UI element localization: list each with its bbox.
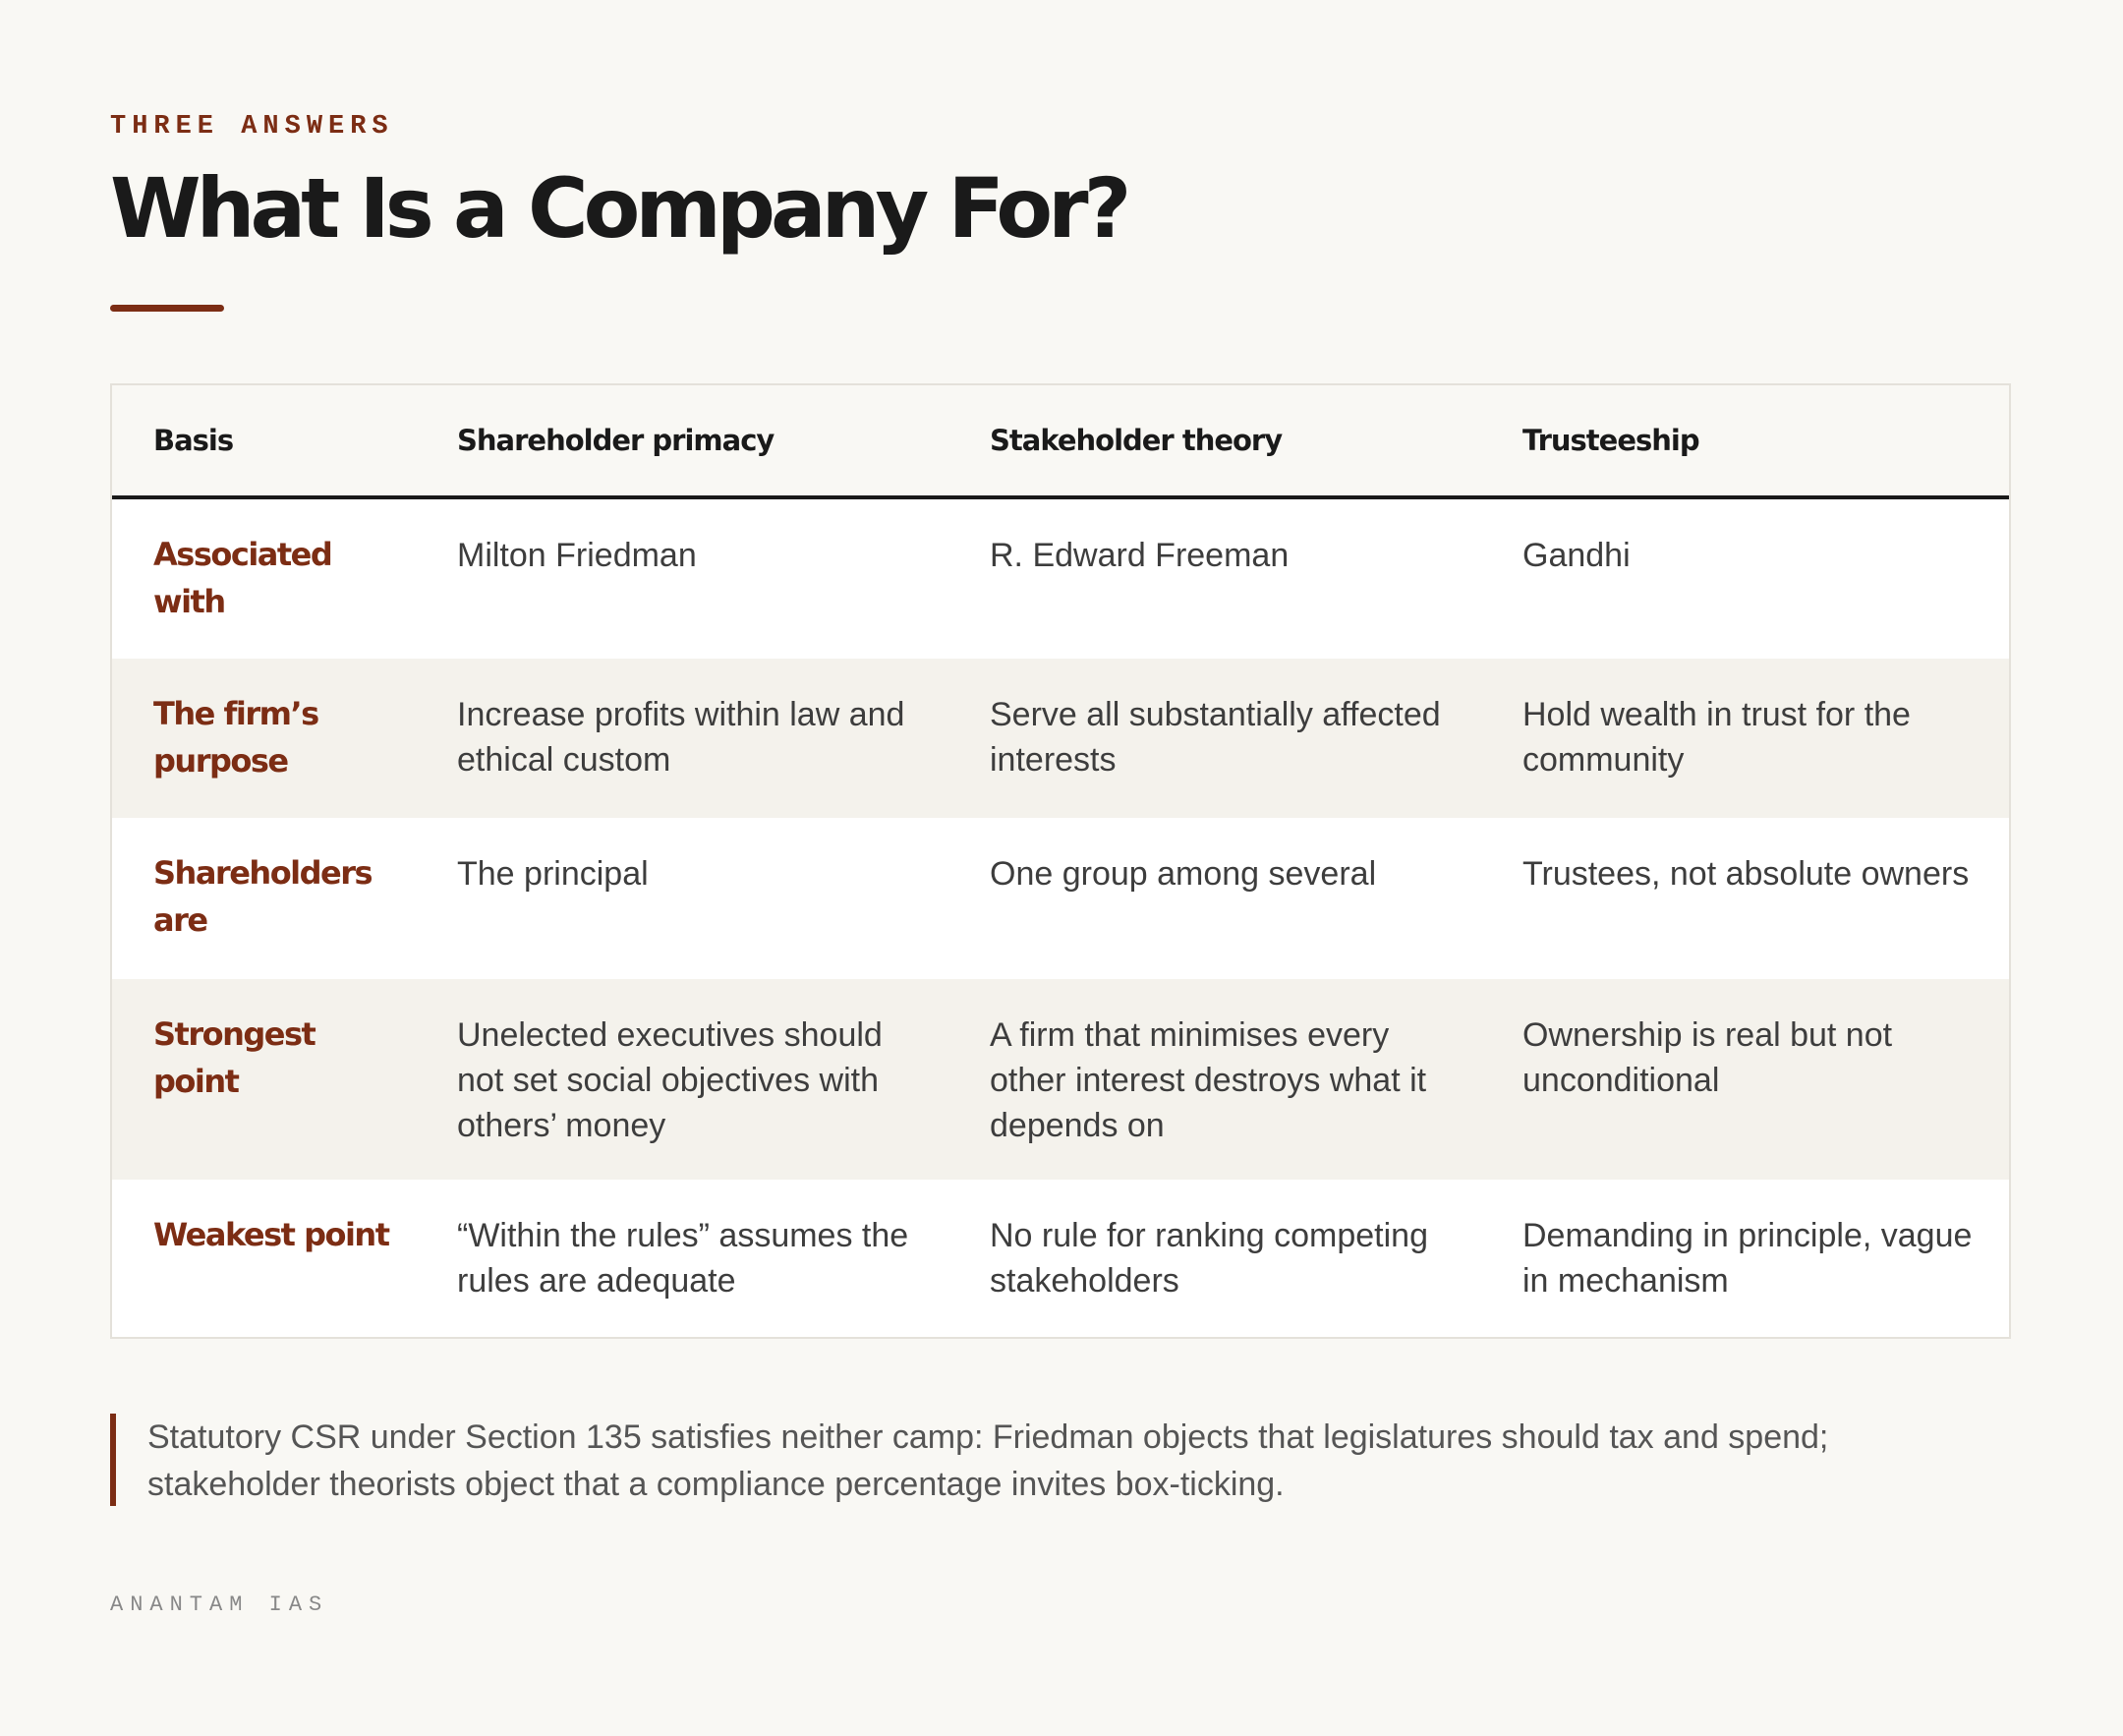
- table-cell: Demanding in principle, vague in mechani…: [1522, 1217, 1973, 1300]
- table-cell: Serve all substantially affected interes…: [990, 696, 1441, 779]
- table-cell: “Within the rules” assumes the rules are…: [457, 1217, 909, 1300]
- page-title: What Is a Company For?: [110, 160, 1131, 257]
- eyebrow-label: THREE ANSWERS: [110, 112, 394, 142]
- table-cell: Gandhi: [1522, 537, 1631, 574]
- row-basis-label: The firm’s purpose: [153, 695, 319, 780]
- table-cell: R. Edward Freeman: [990, 537, 1290, 574]
- footer-brand: ANANTAM IAS: [110, 1592, 329, 1617]
- column-header-basis: Basis: [112, 385, 416, 499]
- table-row: Strongest point Unelected executives sho…: [112, 979, 2009, 1180]
- column-header-shareholder-primacy: Shareholder primacy: [416, 385, 948, 499]
- row-basis-label: Shareholders are: [153, 854, 373, 939]
- table-cell: Hold wealth in trust for the community: [1522, 696, 1911, 779]
- table-cell: No rule for ranking competing stakeholde…: [990, 1217, 1429, 1300]
- table-cell: One group among several: [990, 855, 1377, 893]
- table-cell: Increase profits within law and ethical …: [457, 696, 905, 779]
- row-basis-label: Weakest point: [153, 1216, 390, 1253]
- table-cell: Unelected executives should not set soci…: [457, 1016, 883, 1144]
- table-row: Weakest point “Within the rules” assumes…: [112, 1180, 2009, 1337]
- table-row: Shareholders are The principal One group…: [112, 818, 2009, 979]
- table-row: Associated with Milton Friedman R. Edwar…: [112, 497, 2009, 659]
- table-header-row: Basis Shareholder primacy Stakeholder th…: [112, 385, 2009, 499]
- table-row: The firm’s purpose Increase profits with…: [112, 659, 2009, 818]
- row-basis-label: Strongest point: [153, 1015, 316, 1100]
- comparison-table: Basis Shareholder primacy Stakeholder th…: [110, 383, 2011, 1339]
- title-underline: [110, 305, 224, 312]
- column-header-stakeholder-theory: Stakeholder theory: [948, 385, 1481, 499]
- row-basis-label: Associated with: [153, 536, 333, 620]
- column-header-trusteeship: Trusteeship: [1481, 385, 2009, 499]
- table-cell: Ownership is real but not unconditional: [1522, 1016, 1893, 1099]
- callout-note: Statutory CSR under Section 135 satisfie…: [110, 1414, 1978, 1506]
- table-cell: Trustees, not absolute owners: [1522, 855, 1970, 893]
- table-cell: Milton Friedman: [457, 537, 697, 574]
- table-cell: The principal: [457, 855, 649, 893]
- table-cell: A firm that minimises every other intere…: [990, 1016, 1427, 1144]
